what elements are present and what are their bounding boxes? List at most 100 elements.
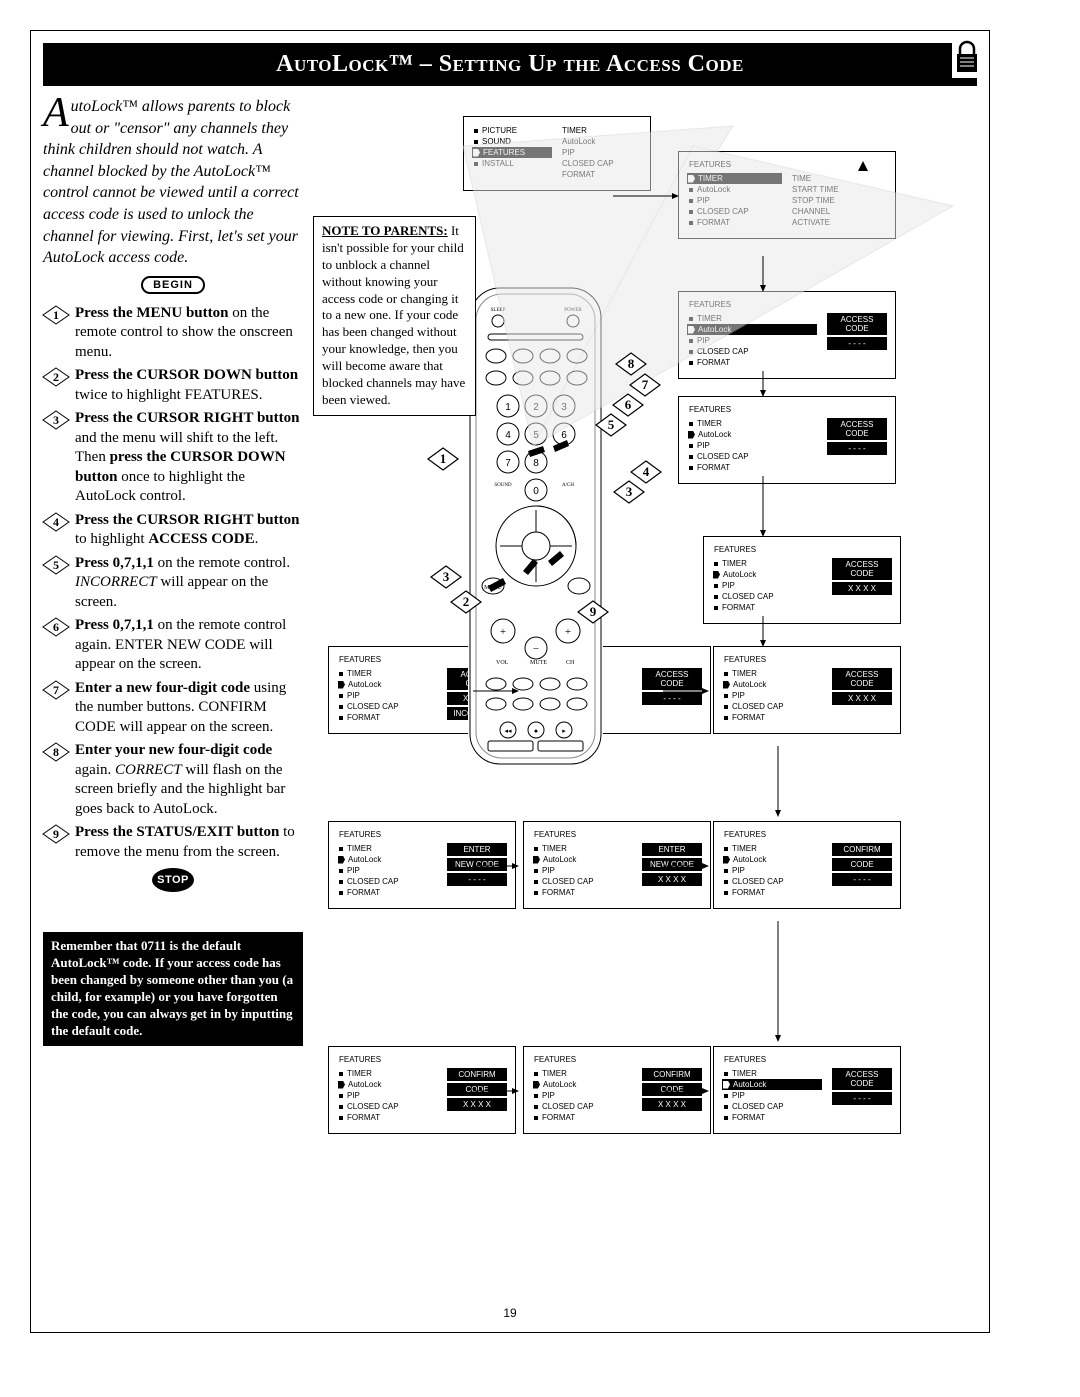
step-diamond-icon: 5 <box>43 556 69 574</box>
callout-diamond-6: 6 <box>613 394 643 416</box>
menu-row: AutoLock <box>687 429 817 440</box>
menu-row: CLOSED CAP <box>722 1101 822 1112</box>
page-frame: AutoLock™ – Setting Up the Access Code A… <box>30 30 990 1333</box>
screen-enter-new-x: FEATURESTIMERAutoLockPIPCLOSED CAPFORMAT… <box>523 821 711 909</box>
svg-text:7: 7 <box>53 683 59 697</box>
page-number: 19 <box>43 1306 977 1320</box>
menu-row: CLOSED CAP <box>532 876 632 887</box>
step-7: 7 Enter a new four-digit code using the … <box>43 679 303 738</box>
menu-row: FORMAT <box>562 169 642 180</box>
screen-title: FEATURES <box>714 545 892 554</box>
menu-row: CLOSED CAP <box>532 1101 632 1112</box>
callout-diamond-9: 9 <box>578 601 608 623</box>
step-6: 6 Press 0,7,1,1 on the remote control ag… <box>43 616 303 675</box>
menu-row: TIMER <box>532 843 632 854</box>
step-text: Enter a new four-digit code using the nu… <box>75 679 303 738</box>
title-bar: AutoLock™ – Setting Up the Access Code <box>43 43 977 86</box>
menu-row: PIP <box>687 195 782 206</box>
menu-row: AutoLock <box>712 569 822 580</box>
menu-row: FORMAT <box>532 1112 632 1123</box>
svg-text:8: 8 <box>628 356 635 371</box>
menu-row: CLOSED CAP <box>687 206 782 217</box>
value-box: ACCESS CODE <box>832 668 892 690</box>
screen-title: FEATURES <box>724 1055 892 1064</box>
step-diamond-icon: 8 <box>43 743 69 761</box>
menu-row: PIP <box>532 1090 632 1101</box>
menu-row: CLOSED CAP <box>337 1101 437 1112</box>
screen-title: FEATURES <box>534 1055 702 1064</box>
callout-diamond-3: 3 <box>614 481 644 503</box>
screen-title: FEATURES <box>339 830 507 839</box>
menu-row: AutoLock <box>532 1079 632 1090</box>
screen-access-blank: FEATURESTIMERAutoLockPIPCLOSED CAPFORMAT… <box>678 396 896 484</box>
value-box: - - - - <box>642 692 702 705</box>
menu-row: AutoLock <box>532 854 632 865</box>
svg-text:6: 6 <box>561 430 567 441</box>
step-3: 3 Press the CURSOR RIGHT button and the … <box>43 409 303 507</box>
callout-diamond-1: 1 <box>428 448 458 470</box>
step-diamond-icon: 9 <box>43 825 69 843</box>
menu-row: CLOSED CAP <box>562 158 642 169</box>
screen-autolock-selected: FEATURESTIMERAutoLockPIPCLOSED CAPFORMAT… <box>678 291 896 379</box>
menu-row: CLOSED CAP <box>712 591 822 602</box>
stop-badge: STOP <box>43 868 303 892</box>
menu-row: FORMAT <box>687 217 782 228</box>
note-title: NOTE TO PARENTS: <box>322 223 448 238</box>
menu-row: AutoLock <box>562 136 642 147</box>
screen-confirm-blank: FEATURESTIMERAutoLockPIPCLOSED CAPFORMAT… <box>713 821 901 909</box>
menu-row: FORMAT <box>687 462 817 473</box>
menu-row: TIMER <box>337 843 437 854</box>
menu-row: AutoLock <box>337 1079 437 1090</box>
svg-text:3: 3 <box>626 484 633 499</box>
lock-icon <box>952 38 982 78</box>
svg-text:A/CH: A/CH <box>562 483 574 488</box>
step-8: 8 Enter your new four-digit code again. … <box>43 741 303 819</box>
value-box: CONFIRM <box>642 1068 702 1081</box>
step-diamond-icon: 7 <box>43 681 69 699</box>
svg-text:2: 2 <box>463 594 470 609</box>
menu-row: AutoLock <box>337 679 437 690</box>
svg-text:▸: ▸ <box>562 727 566 735</box>
menu-row: TIMER <box>687 418 817 429</box>
menu-row: TIMER <box>532 1068 632 1079</box>
menu-row: FORMAT <box>687 357 817 368</box>
menu-row: TIMER <box>687 313 817 324</box>
step-9: 9 Press the STATUS/EXIT button to remove… <box>43 823 303 862</box>
value-box: CODE <box>832 858 892 871</box>
value-box: CODE <box>642 1083 702 1096</box>
svg-text:2: 2 <box>533 402 539 413</box>
step-2: 2 Press the CURSOR DOWN button twice to … <box>43 366 303 405</box>
menu-row: SOUND <box>472 136 552 147</box>
screen-title: FEATURES <box>724 655 892 664</box>
page-title: AutoLock™ – Setting Up the Access Code <box>43 51 977 78</box>
svg-text:MUTE: MUTE <box>530 660 547 666</box>
screen-enter-new: FEATURESTIMERAutoLockPIPCLOSED CAPFORMAT… <box>328 821 516 909</box>
value-box: X X X X <box>832 692 892 705</box>
step-text: Press the CURSOR DOWN button twice to hi… <box>75 366 303 405</box>
step-text: Press the CURSOR RIGHT button to highlig… <box>75 511 303 550</box>
value-box: X X X X <box>642 1098 702 1111</box>
menu-row: CHANNEL <box>792 206 887 217</box>
menu-row: INSTALL <box>472 158 552 169</box>
menu-row: PIP <box>722 865 822 876</box>
menu-row: AutoLock <box>722 1079 822 1090</box>
menu-row: AutoLock <box>722 854 822 865</box>
screen-title: FEATURES <box>689 405 887 414</box>
menu-row: PIP <box>532 865 632 876</box>
value-box: CODE <box>447 1083 507 1096</box>
value-box: X X X X <box>832 582 892 595</box>
menu-row: TIMER <box>722 668 822 679</box>
step-text: Press the CURSOR RIGHT button and the me… <box>75 409 303 507</box>
svg-text:0: 0 <box>533 486 539 497</box>
value-box: ACCESS CODE <box>642 668 702 690</box>
screen-access-xxxx: FEATURESTIMERAutoLockPIPCLOSED CAPFORMAT… <box>703 536 901 624</box>
screen-correct: FEATURES TIMERAutoLockPIPCLOSED CAPFORMAT… <box>523 1046 711 1134</box>
value-box: ACCESS CODE <box>827 418 887 440</box>
note-to-parents: NOTE TO PARENTS: It isn't possible for y… <box>313 216 476 416</box>
menu-row: PIP <box>337 1090 437 1101</box>
begin-badge: BEGIN <box>43 275 303 294</box>
svg-text:5: 5 <box>608 417 615 432</box>
scroll-indicator-icon <box>858 158 868 176</box>
svg-text:8: 8 <box>53 745 59 759</box>
menu-row: CLOSED CAP <box>687 346 817 357</box>
